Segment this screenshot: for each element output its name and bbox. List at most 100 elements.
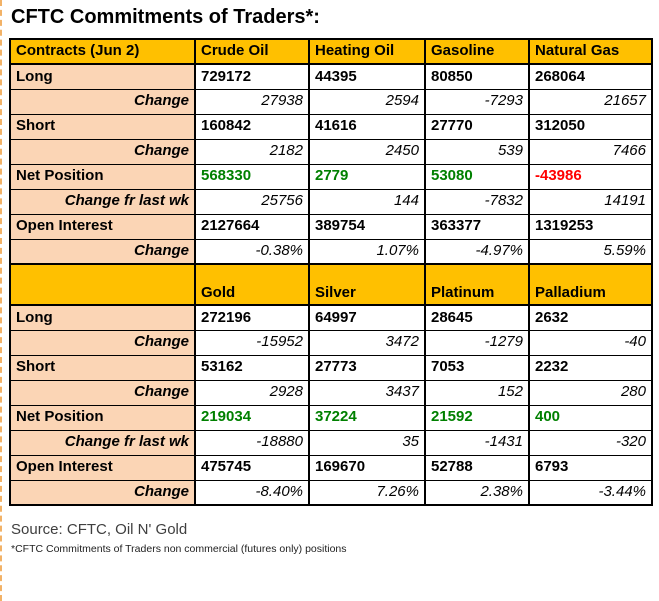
table-row: Change 2928 3437 152 280: [9, 379, 653, 406]
row-label: Net Position: [9, 404, 196, 431]
cell-value: 80850: [424, 63, 530, 90]
source-text: Source: CFTC, Oil N' Gold: [11, 521, 188, 538]
cell-value: 268064: [528, 63, 653, 90]
cell-value: 7.26%: [308, 479, 426, 506]
cell-value: -8.40%: [194, 479, 310, 506]
row-label: Change: [9, 479, 196, 506]
column-header-platinum: Platinum: [424, 263, 530, 306]
cell-value: 2632: [528, 304, 653, 331]
cell-value: 2779: [308, 163, 426, 190]
cell-value: 389754: [308, 213, 426, 240]
cell-value: 568330: [194, 163, 310, 190]
cell-value: 280: [528, 379, 653, 406]
cell-value: 539: [424, 138, 530, 165]
cell-value: -320: [528, 429, 653, 456]
cell-value: 44395: [308, 63, 426, 90]
cell-value: 2127664: [194, 213, 310, 240]
column-header-gasoline: Gasoline: [424, 38, 530, 65]
row-label: Long: [9, 63, 196, 90]
row-label: Change fr last wk: [9, 429, 196, 456]
column-header-heating-oil: Heating Oil: [308, 38, 426, 65]
table-row: Long 272196 64997 28645 2632: [9, 304, 653, 331]
column-header-contracts-jun-2-: Contracts (Jun 2): [9, 38, 196, 65]
cell-value: -43986: [528, 163, 653, 190]
cell-value: 27770: [424, 113, 530, 140]
cell-value: 2.38%: [424, 479, 530, 506]
cell-value: 729172: [194, 63, 310, 90]
energy-header-row: Contracts (Jun 2) Crude Oil Heating Oil Gas…: [9, 38, 653, 65]
cell-value: 312050: [528, 113, 653, 140]
row-label: Long: [9, 304, 196, 331]
cell-value: 21657: [528, 88, 653, 115]
cell-value: 53162: [194, 354, 310, 381]
row-label: Change fr last wk: [9, 188, 196, 215]
column-header-natural-gas: Natural Gas: [528, 38, 653, 65]
cell-value: 37224: [308, 404, 426, 431]
table-row: Change 27938 2594 -7293 21657: [9, 88, 653, 115]
cell-value: 152: [424, 379, 530, 406]
cell-value: 52788: [424, 454, 530, 481]
cell-value: 53080: [424, 163, 530, 190]
cell-value: 2232: [528, 354, 653, 381]
cell-value: 2928: [194, 379, 310, 406]
cell-value: 219034: [194, 404, 310, 431]
cell-value: 2450: [308, 138, 426, 165]
cell-value: -18880: [194, 429, 310, 456]
cell-value: 28645: [424, 304, 530, 331]
table-row: Net Position 568330 2779 53080 -43986: [9, 163, 653, 190]
cell-value: 3472: [308, 329, 426, 356]
row-label: Short: [9, 354, 196, 381]
cell-value: -1431: [424, 429, 530, 456]
row-label: Change: [9, 138, 196, 165]
table-row: Short 53162 27773 7053 2232: [9, 354, 653, 381]
cell-value: 41616: [308, 113, 426, 140]
cell-value: -1279: [424, 329, 530, 356]
footnote-text: *CFTC Commitments of Traders non commerc…: [11, 543, 347, 555]
table-row: Change 2182 2450 539 7466: [9, 138, 653, 165]
cell-value: 169670: [308, 454, 426, 481]
cell-value: 1.07%: [308, 238, 426, 265]
cell-value: 1319253: [528, 213, 653, 240]
cell-value: -3.44%: [528, 479, 653, 506]
table-row: Change -15952 3472 -1279 -40: [9, 329, 653, 356]
cell-value: -7832: [424, 188, 530, 215]
row-label: Open Interest: [9, 454, 196, 481]
table-row: Change fr last wk -18880 35 -1431 -320: [9, 429, 653, 456]
row-label: Net Position: [9, 163, 196, 190]
cell-value: 363377: [424, 213, 530, 240]
cell-value: 7466: [528, 138, 653, 165]
column-header-crude-oil: Crude Oil: [194, 38, 310, 65]
table-row: Change fr last wk 25756 144 -7832 14191: [9, 188, 653, 215]
cell-value: -7293: [424, 88, 530, 115]
table-row: Long 729172 44395 80850 268064: [9, 63, 653, 90]
cell-value: 27938: [194, 88, 310, 115]
table-row: Change -8.40% 7.26% 2.38% -3.44%: [9, 479, 653, 506]
table-row: Net Position 219034 37224 21592 400: [9, 404, 653, 431]
cell-value: -40: [528, 329, 653, 356]
table-row: Short 160842 41616 27770 312050: [9, 113, 653, 140]
cell-value: 3437: [308, 379, 426, 406]
cell-value: 272196: [194, 304, 310, 331]
cell-value: 5.59%: [528, 238, 653, 265]
page-title: CFTC Commitments of Traders*:: [11, 6, 320, 28]
metals-header-row: Gold Silver Platinum Palladium: [9, 263, 653, 306]
cell-value: 7053: [424, 354, 530, 381]
cell-value: -15952: [194, 329, 310, 356]
table-row: Change -0.38% 1.07% -4.97% 5.59%: [9, 238, 653, 265]
cell-value: 35: [308, 429, 426, 456]
row-label: Change: [9, 329, 196, 356]
column-header-palladium: Palladium: [528, 263, 653, 306]
row-label: Short: [9, 113, 196, 140]
column-header-silver: Silver: [308, 263, 426, 306]
row-label: Open Interest: [9, 213, 196, 240]
cell-value: -4.97%: [424, 238, 530, 265]
cell-value: 14191: [528, 188, 653, 215]
column-header-blank: [9, 263, 196, 306]
cell-value: 144: [308, 188, 426, 215]
row-label: Change: [9, 238, 196, 265]
row-label: Change: [9, 379, 196, 406]
cell-value: 2594: [308, 88, 426, 115]
cell-value: 25756: [194, 188, 310, 215]
cot-table: Contracts (Jun 2) Crude Oil Heating Oil Gas…: [9, 38, 653, 506]
